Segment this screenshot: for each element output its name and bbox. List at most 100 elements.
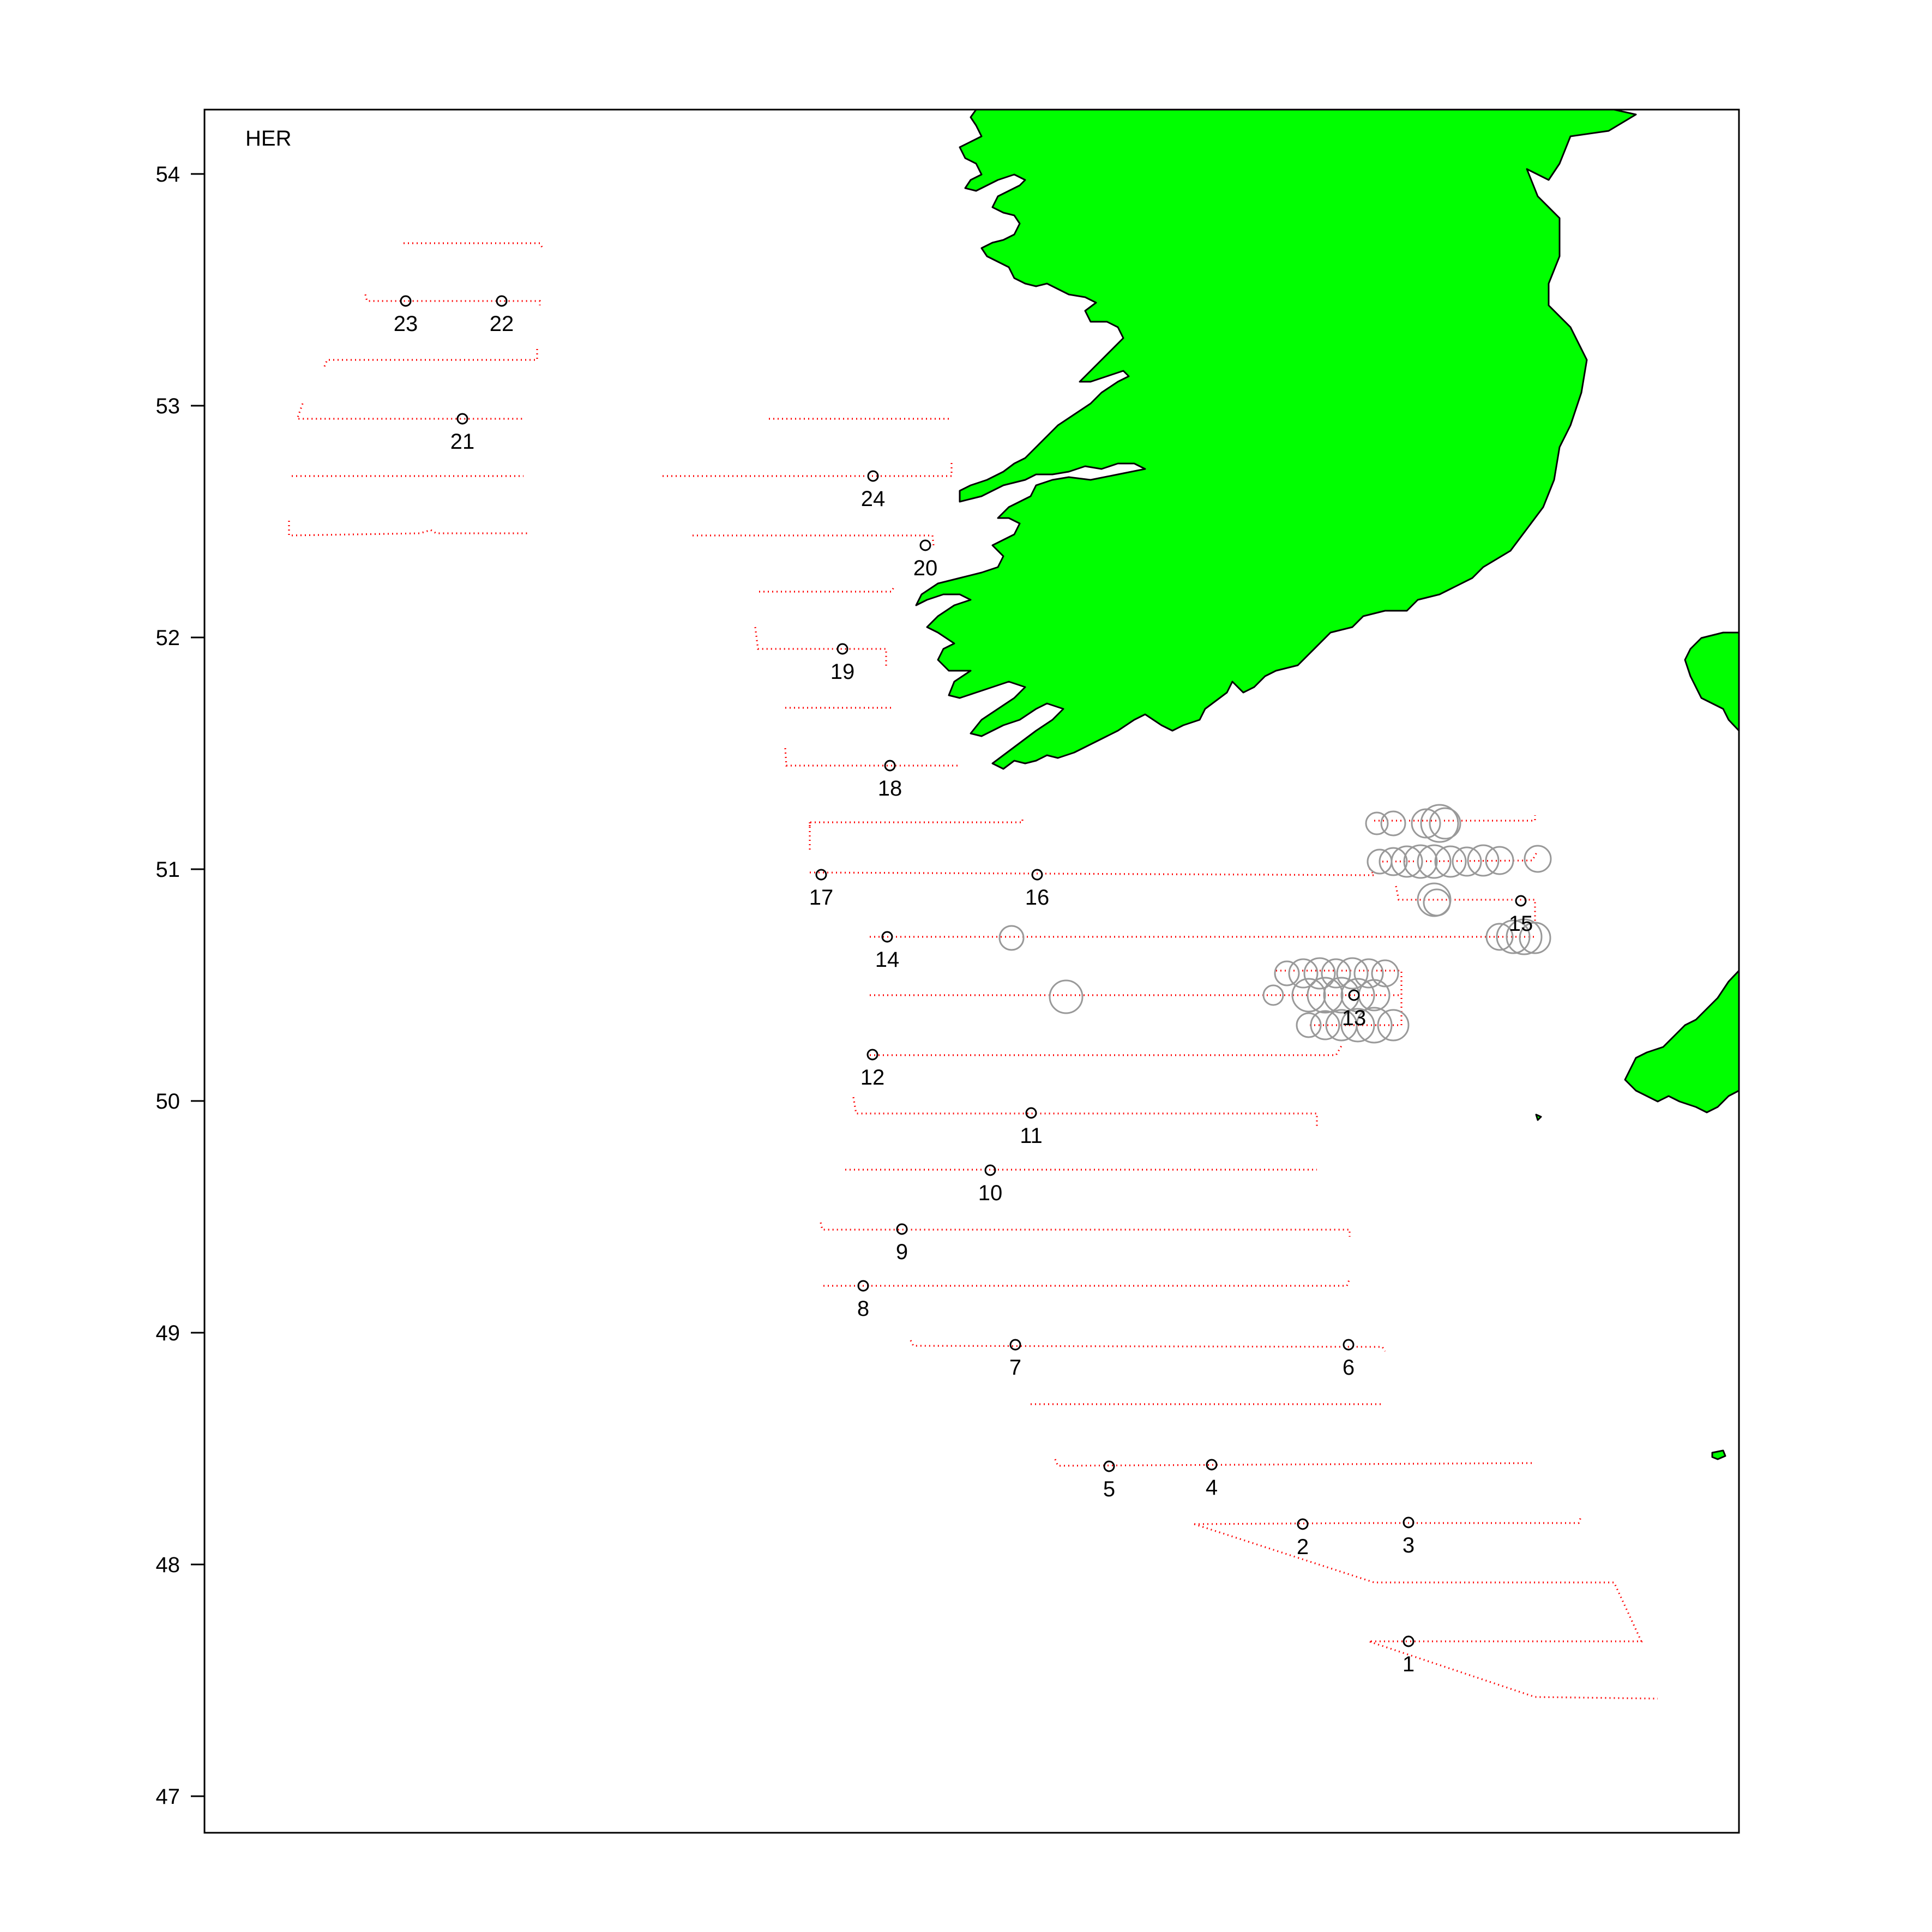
track-line <box>1374 815 1536 822</box>
catch-bubble <box>1291 978 1326 1013</box>
catch-bubble <box>1340 1008 1375 1043</box>
station-marker <box>919 539 931 551</box>
catch-bubble <box>1506 918 1543 955</box>
station-label: 19 <box>830 660 855 684</box>
station-label: 15 <box>1509 912 1533 936</box>
y-tick-label: 53 <box>156 394 180 418</box>
catch-bubble <box>1288 958 1319 989</box>
station-label: 24 <box>861 487 886 511</box>
catch-bubble <box>1417 844 1452 879</box>
track-line <box>870 1045 1343 1056</box>
ireland-landmass <box>915 110 1637 770</box>
y-tick-label: 49 <box>156 1321 180 1345</box>
station-marker <box>1009 1339 1021 1351</box>
catch-bubble <box>1262 984 1284 1006</box>
station-label: 21 <box>450 430 475 454</box>
catch-bubble <box>1485 923 1514 951</box>
station-marker <box>1343 1339 1355 1351</box>
station-marker <box>456 413 468 425</box>
station-label: 18 <box>878 777 902 801</box>
y-tick-label: 52 <box>156 626 180 650</box>
catch-bubble <box>1379 847 1408 876</box>
catch-bubble <box>1377 1009 1410 1042</box>
station-label: 5 <box>1103 1477 1115 1501</box>
station-label: 17 <box>809 886 834 910</box>
station-label: 10 <box>978 1181 1003 1205</box>
catch-bubbles <box>998 804 1552 1044</box>
catch-bubble <box>1411 808 1441 839</box>
station-marker <box>836 643 848 655</box>
station-marker <box>866 1049 878 1061</box>
catch-bubble <box>1353 958 1384 989</box>
station-label: 13 <box>1342 1006 1367 1030</box>
catch-bubble <box>1467 844 1500 877</box>
track-line <box>784 748 960 767</box>
station-label: 20 <box>913 556 938 580</box>
station-labels: 1 2 3 4 5 6 7 8 9 10 11 12 13 14 15 16 1… <box>394 312 1533 1676</box>
catch-bubble <box>1403 844 1438 879</box>
track-line <box>288 521 529 537</box>
catch-bubble <box>1380 810 1406 836</box>
catch-bubble <box>1356 1007 1393 1044</box>
station-label: 7 <box>1009 1356 1021 1380</box>
station-marker <box>857 1280 869 1292</box>
catch-bubble <box>1452 846 1482 877</box>
station-label: 8 <box>857 1297 869 1321</box>
track-line <box>759 586 895 593</box>
station-marker <box>400 295 412 307</box>
station-marker <box>1515 895 1527 907</box>
station-marker <box>896 1223 908 1235</box>
catch-bubble <box>1336 957 1369 990</box>
species-label: HER <box>245 127 291 151</box>
station-marker <box>884 760 896 772</box>
station-label: 22 <box>490 312 514 336</box>
track-line <box>1194 1523 1658 1700</box>
track-line <box>1054 1459 1536 1467</box>
y-tick-label: 54 <box>156 162 180 186</box>
station-marker <box>1403 1516 1415 1528</box>
track-line <box>852 1097 1318 1129</box>
station-label: 16 <box>1025 886 1050 910</box>
scilly-isles <box>1535 1114 1542 1121</box>
survey-tracks <box>288 242 1658 1700</box>
station-marker <box>1403 1635 1415 1647</box>
track-line <box>296 403 523 420</box>
catch-bubble <box>1321 958 1351 989</box>
track-line <box>1276 970 1403 1026</box>
plot-frame <box>203 109 1740 1834</box>
channel-island <box>1711 1449 1726 1460</box>
station-label: 9 <box>896 1240 908 1264</box>
catch-bubble <box>1365 811 1389 835</box>
catch-bubble <box>1485 846 1514 875</box>
catch-bubble <box>1496 919 1531 954</box>
track-line <box>1194 1515 1582 1525</box>
station-label: 4 <box>1206 1476 1218 1500</box>
track-line <box>663 461 953 477</box>
catch-bubble <box>1429 807 1461 840</box>
catch-bubble <box>1340 978 1375 1013</box>
station-label: 11 <box>1020 1124 1043 1148</box>
track-line <box>693 534 935 546</box>
track-line <box>823 1278 1351 1287</box>
track-line <box>1382 850 1539 863</box>
station-marker <box>1031 869 1043 881</box>
land-layer <box>915 110 1739 1460</box>
station-marker <box>1297 1518 1309 1530</box>
station-label: 14 <box>875 948 900 972</box>
station-marker <box>815 869 827 881</box>
track-line <box>809 866 1376 876</box>
stations <box>400 295 1527 1647</box>
y-tick-label: 48 <box>156 1553 180 1577</box>
catch-bubble <box>1434 845 1467 878</box>
catch-bubble <box>1423 888 1451 917</box>
y-axis: 47 48 49 50 51 52 53 54 <box>156 162 204 1809</box>
cornwall-landmass <box>1624 970 1739 1114</box>
catch-bubble <box>1303 957 1336 990</box>
station-label: 12 <box>860 1066 885 1090</box>
wales-landmass <box>1684 631 1739 732</box>
station-label: 6 <box>1343 1356 1355 1380</box>
station-marker <box>1206 1459 1218 1471</box>
catch-bubble <box>1310 1010 1340 1040</box>
track-line <box>754 627 887 666</box>
